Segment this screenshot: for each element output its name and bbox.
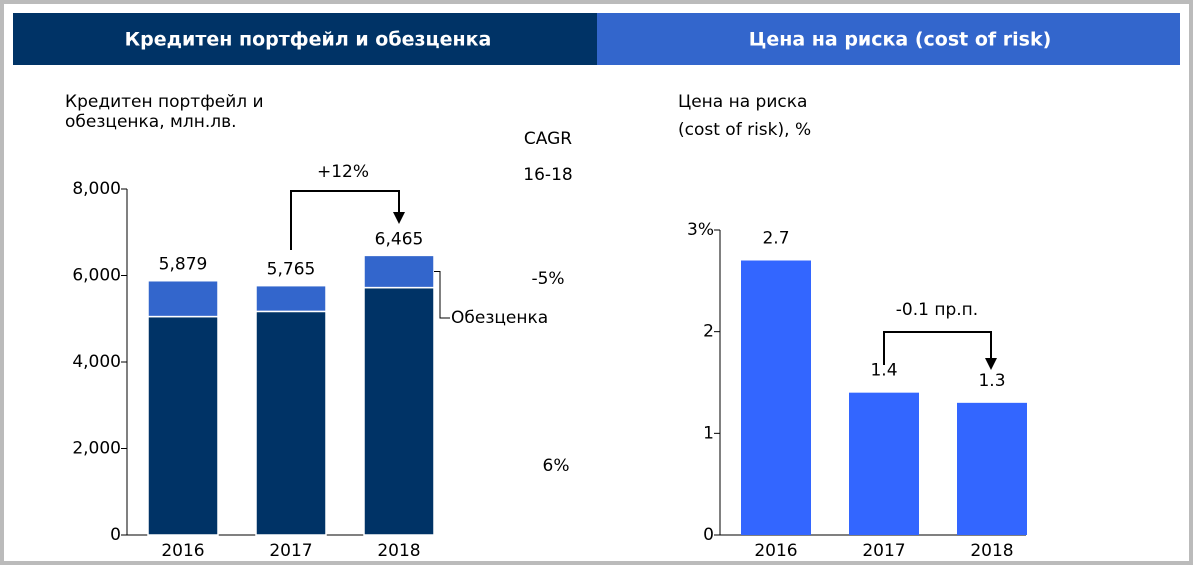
cagr-portfolio: 6% [543, 456, 570, 476]
bar-segment [363, 286, 435, 536]
bar-segment [147, 279, 219, 318]
value-label: 2.7 [762, 229, 789, 249]
header-right-bg [597, 13, 1180, 65]
y-tick-label: 4,000 [72, 352, 121, 372]
y-tick-label: 2 [703, 322, 714, 342]
bar-segment [255, 284, 327, 313]
header-left: Кредитен портфейл и обезценка [125, 29, 492, 51]
y-tick-label: 2,000 [72, 439, 121, 459]
legend-leader [434, 270, 450, 319]
y-label: обезценка, млн.лв. [65, 112, 237, 132]
bracket [290, 190, 400, 250]
bar-segment [363, 254, 435, 289]
value-label: 1.4 [870, 361, 897, 381]
x-tick-label: 2018 [970, 541, 1013, 561]
cagr-impairment: -5% [531, 269, 564, 289]
y-label: Цена на риска [678, 92, 807, 112]
arrowhead [985, 358, 997, 370]
bar [849, 392, 919, 535]
bar-segment [147, 315, 219, 536]
annotation: -0.1 пр.п. [896, 300, 978, 320]
x-tick-label: 2016 [161, 541, 204, 561]
bracket [883, 331, 992, 365]
y-tick-label: 0 [110, 525, 121, 545]
y-tick-label: 3% [687, 220, 714, 240]
y-tick-label: 1 [703, 423, 714, 443]
total-label: 5,879 [159, 255, 208, 275]
cagr-period: 16-18 [523, 165, 572, 185]
y-label: (cost of risk), % [678, 120, 811, 140]
x-tick-label: 2017 [269, 541, 312, 561]
y-tick-label: 8,000 [72, 179, 121, 199]
x-tick-label: 2017 [862, 541, 905, 561]
total-label: 6,465 [375, 229, 424, 249]
cagr-title: CAGR [524, 129, 572, 149]
y-tick-label: 6,000 [72, 266, 121, 286]
y-label: Кредитен портфейл и [65, 92, 264, 112]
x-tick-label: 2018 [377, 541, 420, 561]
legend-label: Обезценка [451, 308, 548, 328]
total-label: 5,765 [267, 260, 316, 280]
y-tick-label: 0 [703, 525, 714, 545]
bar-segment [255, 310, 327, 536]
value-label: 1.3 [978, 371, 1005, 391]
arrowhead [393, 212, 405, 224]
x-tick-label: 2016 [754, 541, 797, 561]
bar [741, 260, 811, 535]
annotation: +12% [317, 162, 369, 182]
header-right: Цена на риска (cost of risk) [749, 29, 1052, 51]
bar [957, 402, 1027, 535]
header-left-bg [13, 13, 597, 65]
